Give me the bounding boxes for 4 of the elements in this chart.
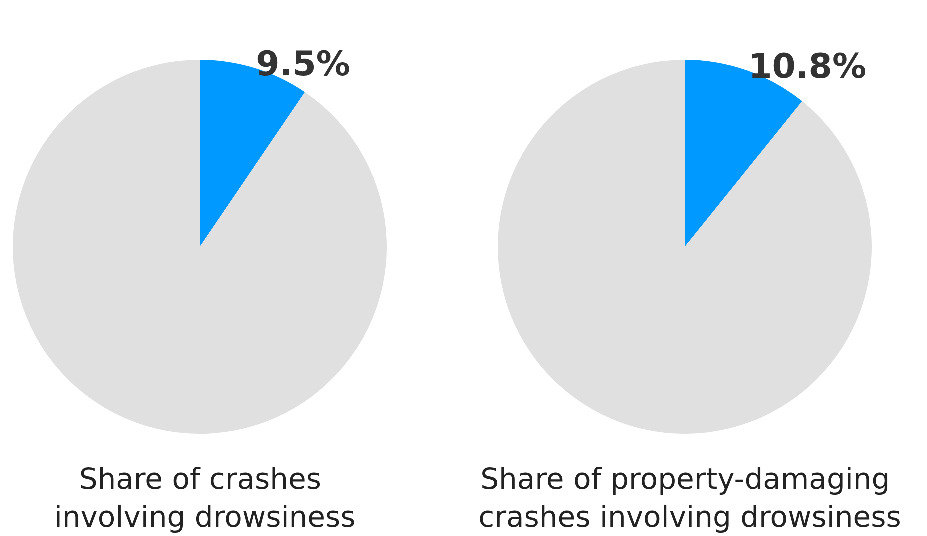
text: Share of property-damaging crashes involving drowsiness [478,462,902,534]
text: Share of crashes involving drowsiness [54,462,356,534]
data-label: 9.5% [256,44,350,84]
data-label: 10.8% [748,46,867,87]
